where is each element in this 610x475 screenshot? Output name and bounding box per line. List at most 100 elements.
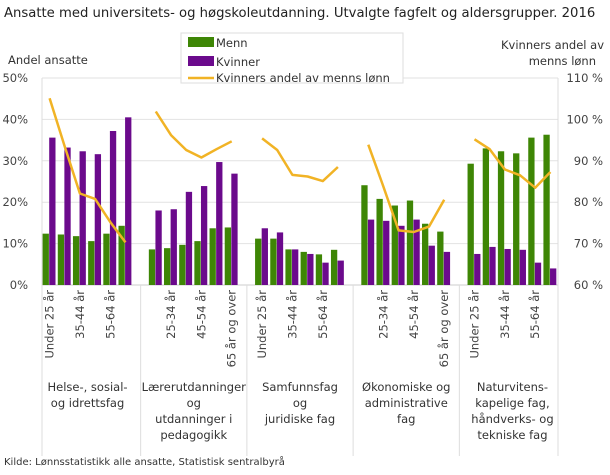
legend-swatch-menn [188,37,214,47]
legend-box [180,32,404,84]
group-label: og idrettsfag [51,396,124,410]
x-tick-label: 65 år og over [225,290,239,368]
bar-kvinner [367,219,375,285]
right-y-tick-label: 100 % [566,112,603,126]
bar-menn [57,234,65,285]
chart-title: Ansatte med universitets- og høgskoleutd… [4,6,595,21]
bar-kvinner [231,173,238,285]
left-y-tick-label: 40% [2,112,28,126]
group-label: tekniske fag [477,428,547,442]
bar-kvinner [307,253,314,285]
bar-menn [315,254,323,285]
bar-menn [300,251,307,285]
legend-swatch-kvinner [188,56,214,66]
right-axis-title-line-1: Kvinners andel av [501,38,604,52]
bar-menn [422,223,429,285]
bar-kvinner [216,162,223,285]
x-tick-label: 35-44 år [285,290,299,339]
bar-menn [255,238,262,285]
group-label: kapelige fag, [475,396,549,410]
left-y-tick-label: 10% [2,237,28,251]
bar-menn [72,236,80,285]
line-kvinners-andel [48,97,127,244]
line-kvinners-andel [367,144,446,234]
bar-kvinner [125,117,132,285]
legend-label-kvinner: Kvinner [216,55,260,69]
group-label: håndverks- og [471,412,553,426]
x-axis-labels: Under 25 år 35-44 år 55-64 år Helse-, sosia… [41,285,559,456]
left-y-tick-label: 0% [10,278,28,292]
x-tick-label: Under 25 år [255,290,269,359]
legend: Menn Kvinner Kvinners andel av menns løn… [180,32,404,85]
group-label: og [187,396,201,410]
bar-menn [42,233,49,285]
right-axis-title-line-2: menns lønn [529,54,596,68]
bar-kvinner [534,262,542,285]
right-y-tick-label: 90 % [574,154,603,168]
bar-kvinner [155,210,162,285]
group-label: fag [397,412,415,426]
right-y-tick-label: 110 % [566,71,603,85]
right-y-tick-label: 60 % [574,278,603,292]
left-y-tick-label: 50% [2,71,28,85]
group-label: Lærerutdanninger [142,380,247,394]
x-tick-label: 55-64 år [316,290,330,339]
legend-label-menn: Menn [216,36,248,50]
bar-menn [497,151,505,285]
bar-menn [543,134,550,285]
right-y-tick-label: 80 % [574,195,603,209]
bar-menn [209,228,216,285]
group-label: utdanninger i [155,412,232,426]
legend-label-lonn: Kvinners andel av menns lønn [216,71,390,85]
line-kvinners-andel [473,138,552,189]
group-label: og [293,396,307,410]
bar-menn [361,185,368,285]
x-tick-label: 25-34 år [376,290,390,339]
line-kvinners-andel [154,110,233,159]
salary-ratio-lines [48,97,552,244]
bar-menn [224,227,232,285]
bar-menn [437,231,444,285]
bar-menn [482,148,490,285]
bar-kvinner [398,225,405,285]
group-label: Samfunnsfag [262,380,338,394]
bar-menn [467,163,474,285]
bar-kvinner [292,249,299,285]
bar-kvinner [428,245,435,285]
bar-menn [179,244,186,285]
left-y-tick-label: 20% [2,195,28,209]
bar-menn [148,249,156,285]
x-tick-label: 45-54 år [407,290,421,339]
bar-kvinner [322,262,329,285]
bar-kvinner [550,268,557,285]
bar-kvinner [64,147,71,285]
group-label: Helse-, sosial- [47,380,127,394]
bar-kvinner [261,228,268,285]
bar-kvinner [337,260,344,285]
bar-menn [376,198,383,285]
bar-kvinner [170,209,177,285]
bar-kvinner [504,248,511,285]
bar-kvinner [49,137,56,285]
bars [42,117,557,285]
group-label: Naturvitens- [477,380,548,394]
x-tick-label: 55-64 år [528,290,542,339]
bar-menn [88,241,95,285]
bar-menn [164,248,171,285]
x-tick-label: 65 år og over [437,290,451,368]
bar-kvinner [383,220,390,285]
bar-kvinner [185,191,193,285]
bar-menn [118,225,125,285]
group-label: administrative [365,396,448,410]
bar-menn [391,205,398,285]
x-tick-label: 35-44 år [498,290,512,339]
group-label: juridiske fag [264,412,335,426]
bar-kvinner [79,151,86,285]
bar-menn [406,200,414,285]
bar-menn [270,238,277,285]
bar-kvinner [474,253,481,285]
bar-kvinner [519,249,526,285]
x-tick-label: 45-54 år [194,290,208,339]
x-tick-label: Under 25 år [43,290,57,359]
